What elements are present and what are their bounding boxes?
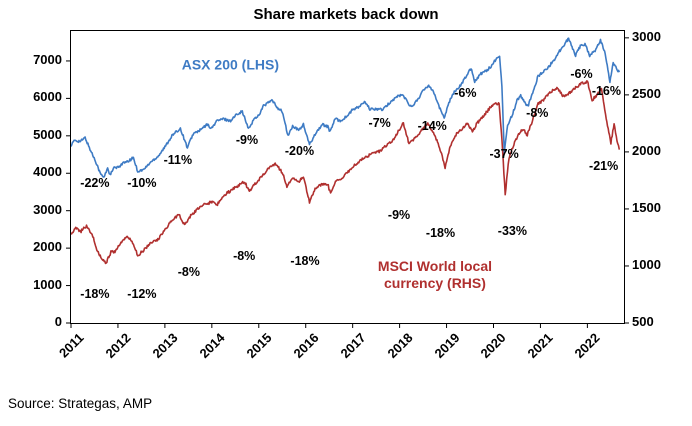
x-axis-tick-label: 2019 <box>431 330 463 362</box>
drawdown-annotation: -20% <box>284 144 315 159</box>
drawdown-annotation: -12% <box>127 287 157 302</box>
drawdown-annotation: -18% <box>290 253 320 268</box>
x-axis-tick-label: 2015 <box>243 330 275 362</box>
drawdown-annotation: -8% <box>177 265 201 280</box>
series-label-msci-world: MSCI World local currency (RHS) <box>377 258 493 292</box>
drawdown-annotation: -18% <box>80 287 110 302</box>
drawdown-annotation: -14% <box>417 119 447 134</box>
drawdown-annotation: -22% <box>80 176 110 191</box>
left-axis-tick-label: 6000 <box>33 89 62 105</box>
right-axis-tick-label: 2000 <box>632 142 661 158</box>
drawdown-annotation: -16% <box>591 84 621 99</box>
x-axis-tick-label: 2017 <box>337 330 369 362</box>
x-axis-tick-label: 2018 <box>384 330 416 362</box>
left-axis-tick-label: 0 <box>54 314 62 329</box>
left-axis-tick-label: 1000 <box>33 276 62 292</box>
chart-title: Share markets back down <box>253 6 439 23</box>
drawdown-annotation: -6% <box>454 85 477 100</box>
drawdown-annotation: -21% <box>589 158 619 173</box>
drawdown-annotation: -8% <box>526 106 549 121</box>
right-axis-tick-label: 1000 <box>632 256 661 272</box>
plot-svg <box>66 30 629 328</box>
drawdown-annotation: -6% <box>570 66 593 81</box>
left-axis-tick-label: 5000 <box>33 126 62 142</box>
drawdown-annotation: -37% <box>489 147 519 162</box>
left-axis-tick-label: 4000 <box>33 164 62 180</box>
right-axis-tick-label: 1500 <box>632 199 661 215</box>
series-label-asx200: ASX 200 (LHS) <box>181 56 279 73</box>
x-axis-tick-label: 2011 <box>56 330 87 361</box>
drawdown-annotation: -7% <box>368 116 391 131</box>
drawdown-annotation: -33% <box>497 224 527 239</box>
drawdown-annotation: -18% <box>425 225 456 240</box>
left-axis-tick-label: 7000 <box>33 51 62 67</box>
drawdown-annotation: -11% <box>163 152 193 167</box>
x-axis-tick-label: 2013 <box>149 330 181 362</box>
drawdown-annotation: -9% <box>235 132 259 147</box>
right-axis-tick-label: 500 <box>632 314 654 329</box>
x-axis-tick-label: 2014 <box>196 330 228 362</box>
right-axis-tick-label: 3000 <box>632 28 661 44</box>
right-axis-tick-label: 2500 <box>632 85 661 101</box>
drawdown-annotation: -8% <box>233 249 256 264</box>
series-line-asx200 <box>71 37 621 178</box>
left-axis-tick-label: 3000 <box>33 201 62 217</box>
x-axis-tick-label: 2021 <box>524 330 557 362</box>
drawdown-annotation: -9% <box>387 208 411 223</box>
x-axis-tick-label: 2022 <box>571 330 603 362</box>
x-axis-tick-label: 2012 <box>102 330 134 362</box>
left-axis-tick-label: 2000 <box>33 239 62 255</box>
source-note: Source: Strategas, AMP <box>8 396 153 411</box>
x-axis-tick-label: 2016 <box>290 330 322 362</box>
x-axis-tick-label: 2020 <box>478 330 510 362</box>
drawdown-annotation: -10% <box>127 176 157 191</box>
series-line-msci-world <box>71 80 621 265</box>
